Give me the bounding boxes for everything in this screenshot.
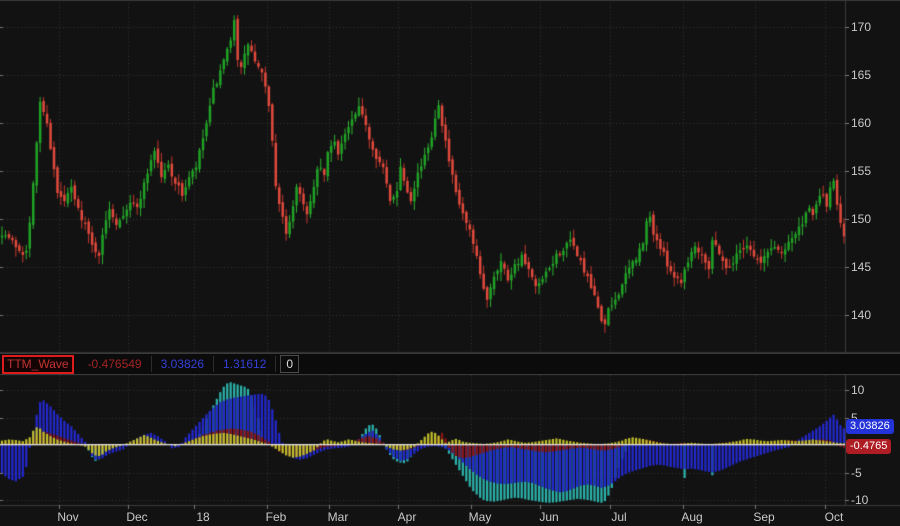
study-name-label: TTM_Wave bbox=[7, 356, 69, 371]
study-value-wave-a: -0.476549 bbox=[79, 356, 152, 372]
study-row: TTM_Wave -0.476549 3.03826 1.31612 0 bbox=[0, 353, 900, 375]
study-value-zero-line: 0 bbox=[280, 355, 300, 373]
study-value-wave-c: 1.31612 bbox=[214, 356, 277, 372]
study-name-chip[interactable]: TTM_Wave bbox=[2, 354, 74, 374]
study-value-wave-b: 3.03826 bbox=[152, 356, 214, 372]
wave-last-value-badge-blue: 3.03826 bbox=[846, 419, 894, 434]
wave-last-value-badge-red: -0.4765 bbox=[846, 439, 892, 454]
